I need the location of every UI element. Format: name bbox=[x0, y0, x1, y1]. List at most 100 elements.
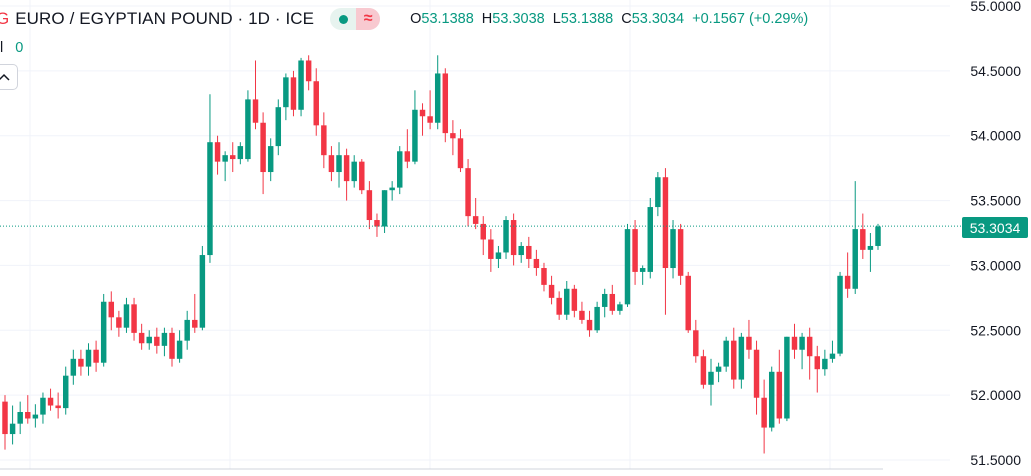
candle bbox=[450, 120, 456, 156]
candle-body bbox=[192, 319, 198, 328]
close-value: 53.3034 bbox=[631, 11, 685, 27]
candle-body bbox=[108, 301, 115, 318]
last-price-label: 53.3034 bbox=[962, 217, 1028, 238]
wave-icon[interactable]: ≈ bbox=[356, 8, 381, 30]
candle-body bbox=[222, 155, 228, 162]
candle bbox=[670, 220, 676, 279]
candle bbox=[192, 293, 198, 333]
candle-body bbox=[715, 366, 722, 372]
candle bbox=[374, 213, 380, 237]
candle-body bbox=[457, 138, 464, 169]
candle-body bbox=[556, 297, 562, 315]
candle bbox=[708, 358, 714, 406]
candle-body bbox=[321, 125, 327, 156]
candle bbox=[518, 242, 524, 263]
candle bbox=[799, 332, 805, 370]
candle-body bbox=[548, 284, 555, 298]
candle-body bbox=[571, 288, 578, 311]
candle-body bbox=[207, 142, 213, 256]
collapse-legend-button[interactable] bbox=[0, 64, 18, 90]
candle-body bbox=[290, 77, 297, 110]
candle-body bbox=[753, 349, 760, 398]
candle bbox=[275, 99, 282, 156]
candle-body bbox=[700, 356, 707, 385]
candle bbox=[70, 349, 77, 385]
candle bbox=[47, 388, 54, 411]
candle bbox=[556, 291, 562, 320]
low-value: 53.1388 bbox=[560, 11, 614, 27]
candle bbox=[829, 340, 836, 363]
candle-body bbox=[78, 358, 84, 367]
candle bbox=[260, 112, 266, 195]
candle-body bbox=[404, 151, 411, 162]
candle-body bbox=[518, 245, 524, 256]
candle-body bbox=[708, 371, 714, 385]
candle-body bbox=[374, 220, 380, 227]
candle-body bbox=[822, 358, 828, 370]
candle bbox=[806, 327, 813, 380]
chart-legend: G EURO / EGYPTIAN POUND · 1D · ICE ≈ O 5… bbox=[0, 6, 816, 32]
chevron-up-icon bbox=[0, 73, 10, 81]
price-axis[interactable]: 55.0000 54.5000 54.0000 53.5000 53.0000 52.50… bbox=[970, 0, 1021, 468]
candle-body bbox=[799, 336, 805, 350]
candle bbox=[434, 55, 441, 130]
candle-body bbox=[298, 60, 304, 110]
candle-body bbox=[252, 99, 259, 123]
candle-body bbox=[488, 239, 494, 259]
candle bbox=[860, 213, 866, 259]
candle-body bbox=[154, 336, 160, 346]
candle-body bbox=[267, 146, 274, 173]
candle bbox=[161, 327, 168, 357]
candle-body bbox=[169, 332, 175, 359]
candle-body bbox=[305, 60, 312, 82]
candle bbox=[199, 245, 206, 331]
candle bbox=[252, 60, 259, 130]
candle-body bbox=[586, 319, 593, 331]
high-label: H bbox=[481, 11, 493, 27]
candle bbox=[784, 336, 790, 422]
candle bbox=[397, 146, 403, 195]
candle-body bbox=[313, 81, 319, 126]
candle bbox=[222, 151, 228, 182]
candle bbox=[639, 265, 646, 285]
candle-body bbox=[806, 336, 813, 357]
candle bbox=[131, 297, 137, 341]
candle-body bbox=[533, 258, 540, 269]
candle-body bbox=[230, 155, 236, 160]
symbol-title[interactable]: EURO / EGYPTIAN POUND · 1D · ICE bbox=[15, 9, 315, 28]
candle bbox=[685, 271, 691, 333]
candle bbox=[214, 135, 221, 175]
candle-body bbox=[746, 336, 752, 350]
volume-value: 0 bbox=[15, 40, 24, 56]
status-badges[interactable]: ≈ bbox=[330, 8, 381, 30]
green-dot-icon[interactable] bbox=[330, 8, 356, 30]
grid-lines bbox=[0, 0, 950, 469]
candle bbox=[594, 301, 600, 333]
candle-body bbox=[465, 168, 471, 217]
candle bbox=[336, 142, 342, 188]
price-axis-tick-label: 52.5000 bbox=[970, 322, 1021, 338]
candle-body bbox=[214, 142, 221, 162]
candle-body bbox=[738, 336, 745, 380]
candle-body bbox=[146, 336, 152, 344]
candle-body bbox=[495, 252, 502, 259]
candle bbox=[791, 323, 798, 359]
candle bbox=[85, 343, 92, 376]
candle bbox=[146, 330, 152, 350]
candle bbox=[283, 73, 289, 121]
candle-body bbox=[541, 268, 547, 285]
candle bbox=[700, 349, 707, 389]
candle-body bbox=[40, 397, 46, 415]
candle bbox=[359, 159, 365, 195]
candle bbox=[230, 142, 236, 173]
candle-body bbox=[632, 229, 638, 272]
candle-body bbox=[677, 229, 684, 276]
candles bbox=[2, 55, 881, 454]
candle bbox=[875, 223, 881, 250]
candle-body bbox=[366, 190, 373, 221]
candle bbox=[442, 68, 449, 143]
candle bbox=[617, 301, 623, 315]
candle bbox=[586, 310, 593, 337]
candle bbox=[533, 249, 540, 276]
